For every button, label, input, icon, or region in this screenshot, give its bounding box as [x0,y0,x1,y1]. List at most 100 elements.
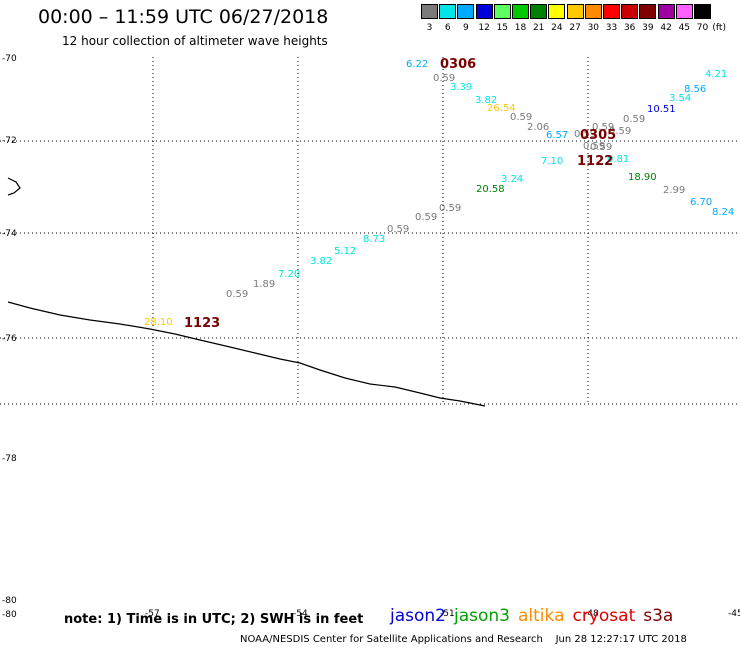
latitude-label: -76 [2,334,17,344]
scale-label: 45 [678,23,691,33]
scale-swatch [475,4,493,19]
wave-height-value: 8.73 [363,234,385,245]
scale-swatch [639,4,657,19]
scale-swatch [457,4,475,19]
wave-height-value: 6.70 [690,197,712,208]
wave-height-value: 10.51 [647,104,676,115]
latitude-label: -70 [2,54,17,64]
legend-satellite: altika [518,606,565,626]
longitude-label: -57 [145,609,160,619]
scale-swatch [657,4,675,19]
satellite-legend: jason2 jason3 altika cryosat s3a [390,606,681,626]
legend-satellite: jason2 [390,606,446,626]
pass-time-label: 1123 [184,316,220,331]
coastline [7,301,486,407]
legend-satellite: s3a [643,606,674,626]
graticule [0,57,740,405]
wave-height-value: 2.99 [663,185,685,196]
wave-height-value: 0.59 [574,129,596,140]
scale-label: 39 [642,23,654,33]
scale-swatch [439,4,457,19]
wave-height-value: 0.59 [623,114,645,125]
wave-height-value: 5.12 [334,246,356,257]
scale-label: 33 [605,23,618,33]
wave-height-value: 6.57 [546,130,568,141]
longitude-label: -45 [728,609,740,619]
wave-height-value: 7.10 [541,156,563,167]
wave-height-value: 0.59 [415,212,437,223]
scale-label: 15 [496,23,509,33]
pass-time-label: 0305 [580,128,616,143]
scale-label: 12 [478,23,490,33]
wave-height-value: 2.06 [527,122,549,133]
scale-label: 3 [426,23,433,33]
wave-height-value: 3.54 [669,93,691,104]
wave-height-value: 3.39 [450,82,472,93]
wave-height-value: 26.54 [487,103,516,114]
scale-swatch [694,4,711,19]
scale-label: 27 [569,23,581,33]
scale-label: 9 [463,23,469,33]
wave-height-value: 0.59 [510,112,532,123]
wave-height-value: 7.20 [278,269,300,280]
scale-label: 18 [514,23,527,33]
scale-swatch [621,4,639,19]
wave-height-value: 0.59 [433,73,455,84]
wave-height-value: 8.56 [684,84,706,95]
longitude-label: -48 [584,609,599,619]
wave-height-value: 0.59 [590,142,612,153]
wave-height-value: 8.24 [712,207,734,218]
scale-swatch [548,4,566,19]
units-note: note: 1) Time is in UTC; 2) SWH is in fe… [64,612,364,627]
scale-label: 70 [696,23,709,33]
pass-time-label: 1122 [577,154,613,169]
latitude-label: -78 [2,454,17,464]
longitude-label: -54 [293,609,308,619]
latitude-label: -72 [2,136,17,146]
pass-time-labels: 0306 0305 1122 1123 [184,57,616,331]
scale-swatch [584,4,602,19]
scale-unit: (ft) [712,23,726,33]
scale-swatch [512,4,529,19]
latitude-labels: -70 -72 -74 -76 -78 -80 -80 [2,54,17,620]
map-title: 00:00 – 11:59 UTC 06/27/2018 [38,6,329,28]
scale-label: 24 [551,23,563,33]
wave-height-value: 0.59 [387,224,409,235]
latitude-label: -80 [2,610,17,620]
scale-swatch [566,4,584,19]
scale-label: 6 [444,23,451,33]
coastline-fragment [7,177,21,196]
legend-satellite: cryosat [572,606,636,626]
scale-swatch [603,4,620,19]
wave-height-value: 20.58 [476,184,505,195]
longitude-labels: -57 -54 -51 -48 -45 [145,609,740,619]
latitude-label: -74 [2,229,17,239]
scale-label: 30 [587,23,600,33]
wave-height-value: 18.90 [628,172,657,183]
wave-height-value: 0.59 [226,289,248,300]
scale-swatch [493,4,511,19]
scale-label: 42 [660,23,672,33]
wave-height-value: 3.82 [475,95,497,106]
wave-height-value: 0.59 [439,203,461,214]
wave-height-value: 0.59 [609,126,631,137]
scale-swatch [530,4,548,19]
map-subtitle: 12 hour collection of altimeter wave hei… [62,34,328,48]
scale-label: 21 [532,23,545,33]
credit-line: NOAA/NESDIS Center for Satellite Applica… [240,634,687,645]
wave-height-value: 0.59 [592,122,614,133]
wave-height-value: 3.82 [310,256,332,267]
wave-height-value: 6.22 [406,59,428,70]
wave-height-value: 28.10 [144,317,173,328]
scale-swatch [675,4,693,19]
scale-swatch [421,4,438,19]
legend-satellite: jason3 [454,606,510,626]
pass-time-label: 0306 [440,57,476,72]
wave-height-value: 0.59 [583,141,605,152]
wave-height-value: 1.89 [253,279,275,290]
wave-height-value: 0.81 [607,154,629,165]
wave-height-value: 4.21 [705,69,727,80]
scale-label: 36 [623,23,636,33]
